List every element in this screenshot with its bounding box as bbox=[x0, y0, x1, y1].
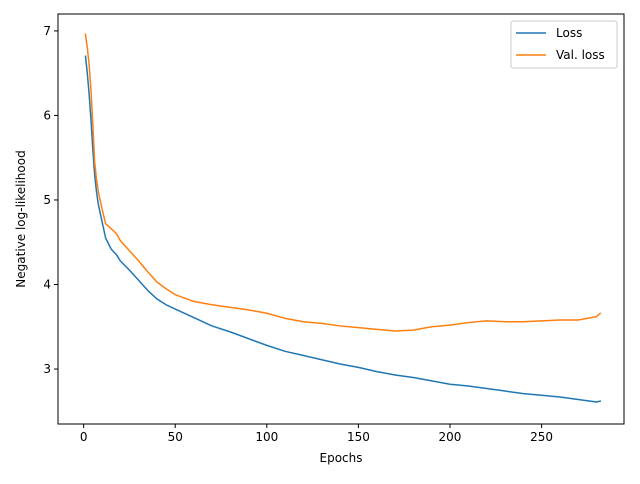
series-line-1 bbox=[84, 33, 602, 332]
y-tick-label: 7 bbox=[43, 24, 51, 38]
legend-label-val-loss: Val. loss bbox=[556, 48, 605, 62]
y-tick-label: 5 bbox=[43, 193, 51, 207]
x-axis: 0 50 100 150 200 250 bbox=[80, 424, 553, 444]
legend-label-loss: Loss bbox=[556, 26, 582, 40]
x-axis-label: Epochs bbox=[320, 451, 363, 465]
y-axis: 3 4 5 6 7 bbox=[43, 24, 58, 376]
y-tick-label: 3 bbox=[43, 362, 51, 376]
plot-lines bbox=[84, 33, 602, 403]
x-tick-label: 50 bbox=[168, 430, 183, 444]
x-tick-label: 0 bbox=[80, 430, 88, 444]
y-tick-label: 4 bbox=[43, 278, 51, 292]
series-line-0 bbox=[84, 55, 602, 403]
x-tick-label: 150 bbox=[347, 430, 370, 444]
x-tick-label: 250 bbox=[530, 430, 553, 444]
x-tick-label: 100 bbox=[255, 430, 278, 444]
plot-frame bbox=[57, 13, 625, 425]
legend: Loss Val. loss bbox=[510, 20, 618, 69]
y-tick-label: 6 bbox=[43, 108, 51, 122]
y-axis-label: Negative log-likelihood bbox=[14, 150, 28, 287]
x-tick-label: 200 bbox=[439, 430, 462, 444]
